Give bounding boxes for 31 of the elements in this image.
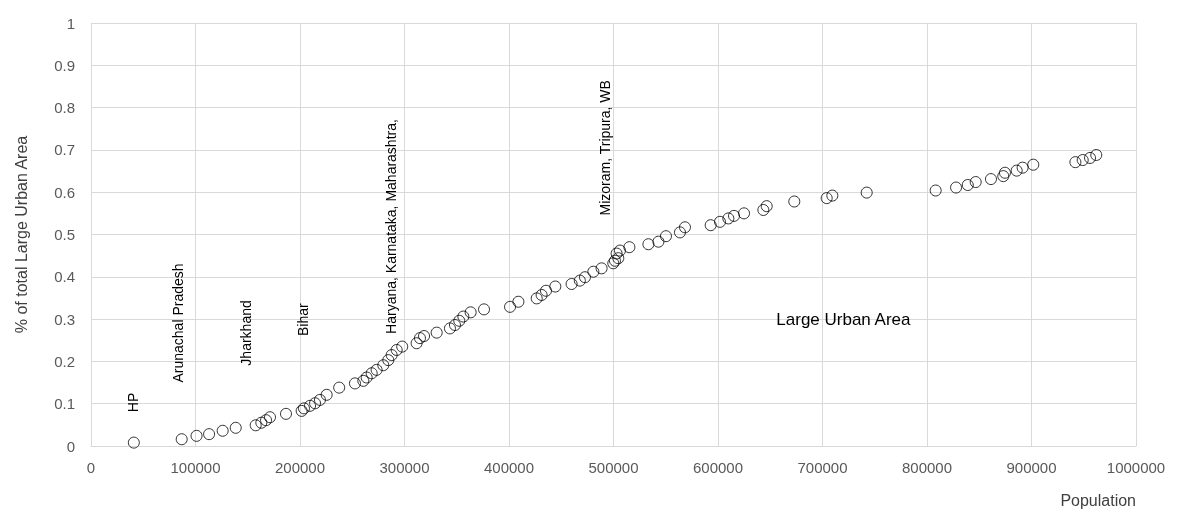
x-tick-label: 200000 bbox=[274, 459, 326, 476]
annotation: Haryana, Karnataka, Maharashtra, bbox=[382, 119, 399, 334]
y-tick-label: 0.7 bbox=[54, 141, 75, 159]
annotation: Jharkhand bbox=[237, 300, 254, 366]
y-tick-label: 0.6 bbox=[54, 183, 75, 201]
x-tick-label: 1000000 bbox=[1106, 459, 1166, 476]
x-tick-label: 700000 bbox=[797, 459, 848, 476]
x-tick-label: 900000 bbox=[1006, 459, 1057, 476]
x-tick-label: 500000 bbox=[588, 459, 639, 476]
y-tick-label: 0.3 bbox=[54, 310, 75, 328]
annotation: Bihar bbox=[295, 303, 312, 337]
x-tick-label: 0 bbox=[86, 459, 96, 476]
y-tick-label: 0.5 bbox=[54, 226, 75, 243]
y-tick-label: 0.2 bbox=[54, 352, 75, 370]
y-tick-label: 0 bbox=[66, 437, 75, 455]
x-axis-title: Population bbox=[1060, 491, 1136, 509]
x-tick-label: 800000 bbox=[901, 459, 953, 476]
x-tick-label: 400000 bbox=[483, 459, 535, 476]
x-tick-label: 600000 bbox=[692, 459, 744, 476]
annotation: Mizoram, Tripura, WB bbox=[597, 80, 614, 216]
y-tick-label: 0.4 bbox=[54, 268, 75, 286]
annotation: HP bbox=[124, 392, 141, 413]
y-tick-label: 0.9 bbox=[54, 56, 75, 74]
y-tick-label: 0.1 bbox=[54, 395, 75, 413]
y-tick-label: 0.8 bbox=[54, 99, 75, 117]
x-tick-label: 100000 bbox=[170, 459, 221, 476]
y-tick-label: 1 bbox=[66, 14, 75, 32]
annotation: Large Urban Area bbox=[776, 309, 912, 329]
x-tick-label: 300000 bbox=[379, 459, 430, 476]
annotation: Arunachal Pradesh bbox=[169, 263, 186, 383]
y-axis-title: % of total Large Urban Area bbox=[12, 135, 30, 334]
